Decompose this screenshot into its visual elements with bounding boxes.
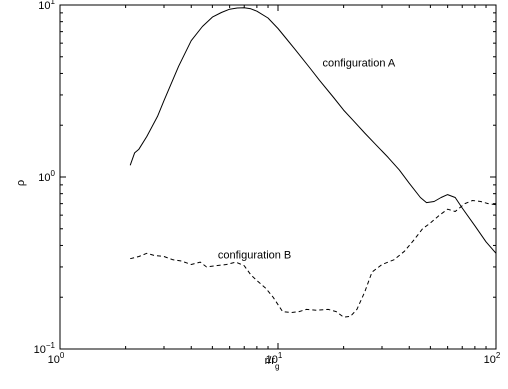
annotation-configuration-b: configuration B — [218, 250, 291, 262]
y-tick-label: 100 — [38, 169, 55, 184]
x-axis-label-subscript: g — [275, 362, 279, 371]
x-tick-label: 100 — [48, 351, 65, 366]
x-tick-label: 102 — [484, 351, 501, 366]
x-axis-label-main: r/r — [265, 355, 276, 367]
series-line-configuration-a — [129, 7, 497, 254]
y-tick-label: 101 — [38, 0, 55, 12]
annotation-configuration-a: configuration A — [322, 57, 395, 69]
x-tick-label: 101 — [266, 351, 283, 366]
y-axis-label: ρ — [15, 180, 27, 186]
plot-frame — [59, 4, 497, 350]
axis-ticks — [59, 5, 496, 350]
series-layer — [129, 7, 497, 318]
annotation-layer: configuration A configuration B — [218, 57, 396, 261]
y-tick-label: 10−1 — [34, 341, 56, 356]
x-axis-label: r/rg — [265, 355, 280, 371]
series-line-configuration-b — [130, 200, 497, 318]
